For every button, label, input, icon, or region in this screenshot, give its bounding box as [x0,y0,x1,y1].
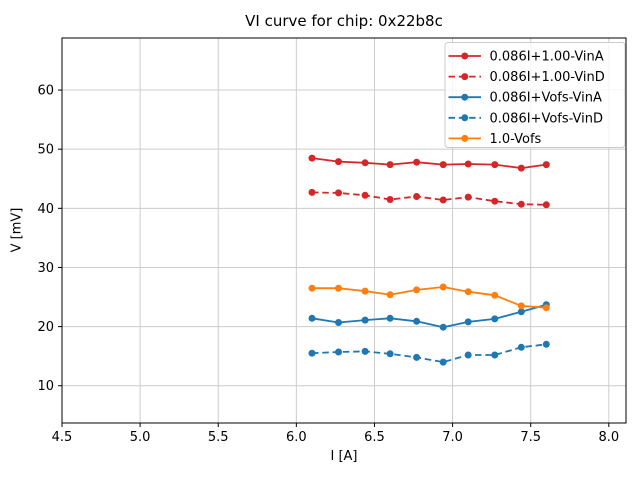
y-tick-label: 40 [37,202,54,217]
series-marker-0.086I+Vofs-VinA [464,318,472,326]
legend-marker-1.0-Vofs [461,134,469,142]
series-line-0.086I+1.00-VinA [311,157,547,170]
series-marker-0.086I+Vofs-VinA [439,323,447,331]
series-marker-0.086I+1.00-VinD [517,200,525,208]
series-marker-0.086I+Vofs-VinD [542,340,550,348]
series-line-0.086I+Vofs-VinA [311,303,547,329]
legend-marker-0.086I+1.00-VinA [461,52,469,60]
series-marker-0.086I+Vofs-VinA [308,314,316,322]
series-marker-1.0-Vofs [308,284,316,292]
legend-label-0.086I+Vofs-VinA: 0.086I+Vofs-VinA [490,91,603,106]
series-marker-0.086I+1.00-VinD [439,196,447,204]
legend-label-0.086I+1.00-VinD: 0.086I+1.00-VinD [490,70,605,85]
chart-title: VI curve for chip: 0x22b8c [245,12,443,30]
series-line-0.086I+Vofs-VinD [311,343,547,364]
series-marker-0.086I+1.00-VinA [542,161,550,169]
y-axis-label: V [mV] [9,207,25,253]
x-tick-label: 4.5 [52,430,73,445]
series-marker-0.086I+Vofs-VinA [335,319,342,326]
series-marker-0.086I+1.00-VinA [386,161,394,169]
y-tick-label: 10 [37,379,54,394]
legend-marker-0.086I+Vofs-VinA [461,93,469,101]
series-marker-0.086I+Vofs-VinD [308,349,316,357]
series-marker-1.0-Vofs [464,288,472,296]
legend-marker-0.086I+1.00-VinD [461,73,469,81]
axes-frame [61,37,627,424]
series-marker-1.0-Vofs [361,287,369,295]
series-marker-0.086I+1.00-VinA [439,161,447,169]
series-marker-0.086I+Vofs-VinA [361,316,369,324]
series-marker-0.086I+Vofs-VinD [335,348,342,356]
x-axis-label: I [A] [330,449,358,464]
series-marker-1.0-Vofs [517,302,525,310]
series-marker-0.086I+Vofs-VinD [491,351,499,359]
series-marker-0.086I+1.00-VinA [464,160,472,168]
series-marker-0.086I+1.00-VinA [413,158,421,166]
x-tick-label: 5.5 [208,430,229,445]
series-marker-0.086I+Vofs-VinD [439,358,447,366]
series-marker-0.086I+1.00-VinD [413,193,421,200]
series-marker-0.086I+1.00-VinD [542,201,550,209]
series-marker-0.086I+1.00-VinA [335,158,342,166]
series-marker-0.086I+Vofs-VinA [413,317,421,325]
x-tick-label: 5.0 [130,430,151,445]
series-marker-0.086I+Vofs-VinD [464,351,472,359]
x-tick-label: 7.5 [520,430,541,445]
legend-marker-0.086I+Vofs-VinD [461,114,469,122]
series-marker-0.086I+Vofs-VinA [386,314,394,322]
y-tick-label: 30 [37,261,54,276]
series-marker-1.0-Vofs [335,284,342,292]
legend-label-0.086I+Vofs-VinD: 0.086I+Vofs-VinD [490,111,604,126]
series-marker-0.086I+1.00-VinA [517,164,525,172]
series-marker-0.086I+1.00-VinD [361,191,369,199]
series-marker-1.0-Vofs [386,291,394,299]
series-marker-0.086I+1.00-VinA [308,154,316,162]
series-marker-0.086I+1.00-VinD [464,193,472,201]
series-marker-0.086I+Vofs-VinD [386,350,394,358]
series-line-0.086I+1.00-VinD [311,191,547,206]
series-marker-1.0-Vofs [439,283,447,291]
series-marker-0.086I+1.00-VinD [308,188,316,196]
series-marker-0.086I+1.00-VinD [335,189,342,197]
x-tick-label: 8.0 [598,430,619,445]
series-marker-0.086I+Vofs-VinD [361,347,369,355]
x-tick-label: 6.0 [286,430,307,445]
series-line-1.0-Vofs [312,286,547,309]
y-tick-label: 60 [37,84,54,99]
legend-label-1.0-Vofs: 1.0-Vofs [490,132,542,147]
legend-label-0.086I+1.00-VinA: 0.086I+1.00-VinA [490,50,604,65]
y-tick-label: 50 [37,143,54,158]
series-marker-0.086I+Vofs-VinA [491,315,499,323]
x-tick-label: 6.5 [364,430,385,445]
series-marker-1.0-Vofs [491,291,499,299]
series-marker-0.086I+1.00-VinD [491,197,499,205]
series-marker-0.086I+1.00-VinA [361,159,369,167]
legend-box [444,42,626,148]
series-marker-0.086I+1.00-VinA [491,161,499,169]
series-marker-0.086I+Vofs-VinA [517,308,525,316]
series-marker-0.086I+Vofs-VinD [517,343,525,351]
series-marker-0.086I+Vofs-VinD [413,353,421,361]
y-tick-label: 20 [37,320,54,335]
series-marker-0.086I+1.00-VinD [386,196,394,203]
series-marker-1.0-Vofs [413,286,421,294]
series-marker-1.0-Vofs [542,304,550,312]
x-tick-label: 7.0 [442,430,463,445]
